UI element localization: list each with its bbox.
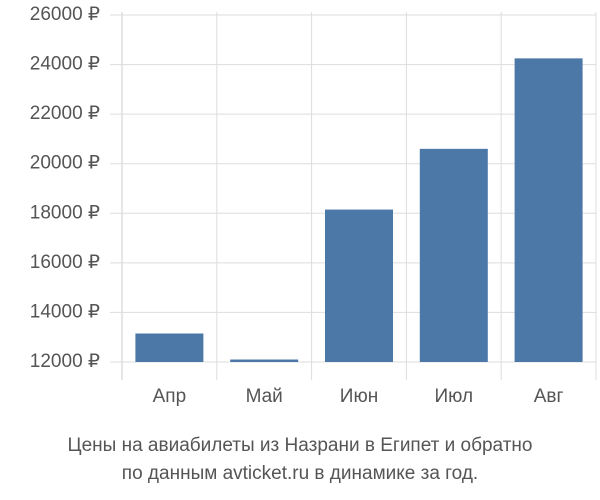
x-tick-label: Май (246, 386, 283, 407)
bar (325, 209, 393, 362)
bar (135, 333, 204, 362)
y-tick-label: 24000 ₽ (30, 54, 100, 75)
y-tick-label: 22000 ₽ (30, 103, 100, 124)
y-tick-label: 26000 ₽ (30, 4, 100, 25)
y-tick-label: 14000 ₽ (30, 301, 100, 322)
y-tick-label: 18000 ₽ (30, 202, 100, 223)
chart-title: по данным avticket.ru в динамике за год. (122, 463, 478, 484)
x-tick-label: Июл (435, 386, 474, 407)
bar (230, 359, 299, 362)
y-tick-label: 20000 ₽ (30, 153, 100, 174)
y-tick-label: 12000 ₽ (30, 351, 100, 372)
x-tick-label: Июн (340, 386, 378, 407)
chart-title: Цены на авиабилеты из Назрани в Египет и… (68, 435, 533, 456)
bar (419, 148, 488, 362)
x-tick-label: Авг (534, 386, 564, 407)
x-tick-label: Апр (153, 386, 187, 407)
y-tick-label: 16000 ₽ (30, 252, 100, 273)
bar (514, 58, 583, 362)
